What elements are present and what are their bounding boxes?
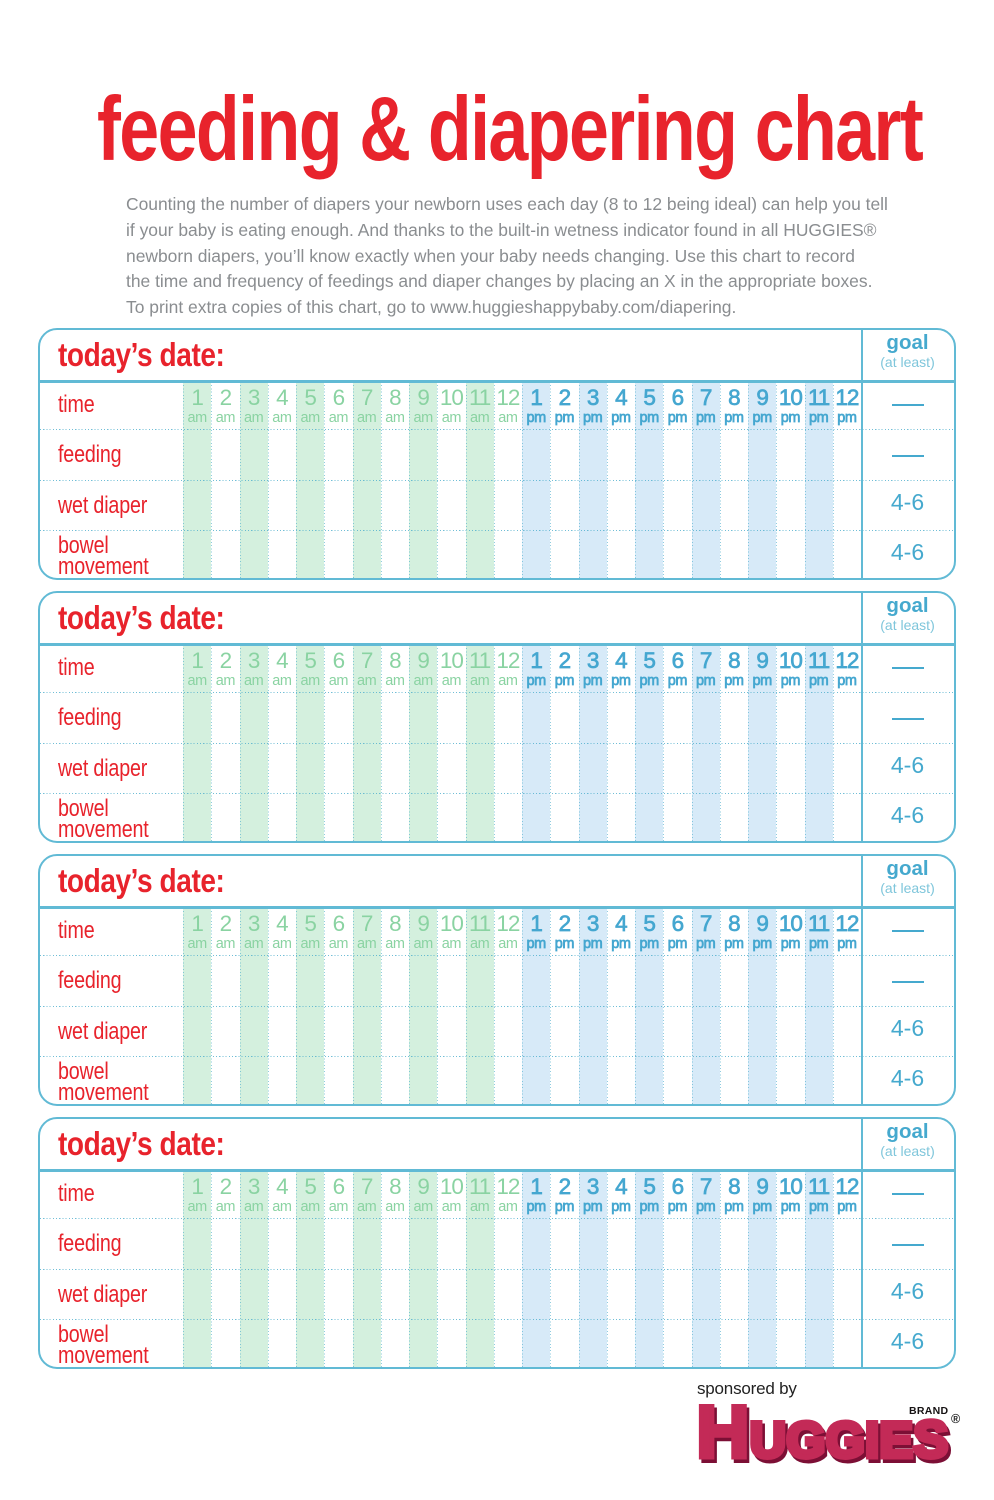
svg-text:HUGGIES: HUGGIES bbox=[699, 1396, 951, 1475]
svg-text:HUGGIES: HUGGIES bbox=[697, 1394, 949, 1473]
svg-text:BRAND: BRAND bbox=[909, 1405, 949, 1417]
svg-text:®: ® bbox=[951, 1412, 961, 1426]
